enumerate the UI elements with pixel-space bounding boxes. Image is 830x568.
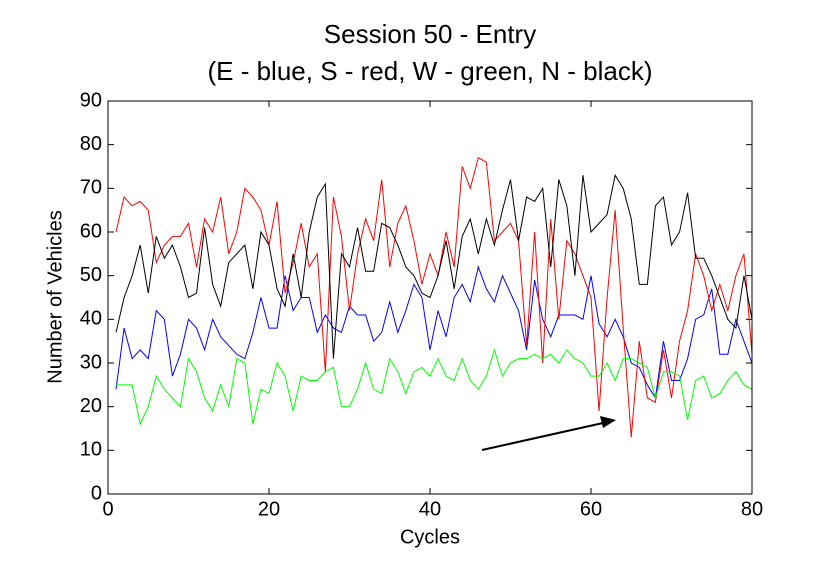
y-tick-label: 0 [91, 482, 102, 504]
y-tick-label: 90 [80, 89, 102, 111]
y-tick-label: 10 [80, 439, 102, 461]
chart-subtitle: (E - blue, S - red, W - green, N - black… [207, 56, 652, 86]
annotation-arrowhead [600, 416, 616, 428]
x-axis-label: Cycles [400, 526, 460, 548]
y-tick-label: 40 [80, 308, 102, 330]
chart-title: Session 50 - Entry [324, 19, 536, 49]
series-line [115, 173, 753, 359]
series-line [116, 348, 753, 426]
series-line [115, 157, 753, 438]
x-tick-label: 0 [102, 498, 113, 520]
axes-box [107, 100, 753, 495]
annotation-arrow [481, 420, 613, 451]
y-tick-label: 80 [80, 133, 102, 155]
y-tick-label: 50 [80, 264, 102, 286]
y-tick-label: 20 [80, 395, 102, 417]
x-tick-label: 60 [580, 498, 602, 520]
y-tick-label: 70 [80, 177, 102, 199]
x-tick-label: 80 [741, 498, 763, 520]
y-tick-label: 30 [80, 351, 102, 373]
x-tick-label: 40 [419, 498, 441, 520]
y-tick-label: 60 [80, 220, 102, 242]
plot-area: 0 10 20 30 40 50 60 70 80 90 0 20 40 60 80 [80, 89, 763, 520]
series-line [115, 265, 753, 400]
x-tick-label: 20 [258, 498, 280, 520]
y-axis-label: Number of Vehicles [44, 210, 66, 383]
